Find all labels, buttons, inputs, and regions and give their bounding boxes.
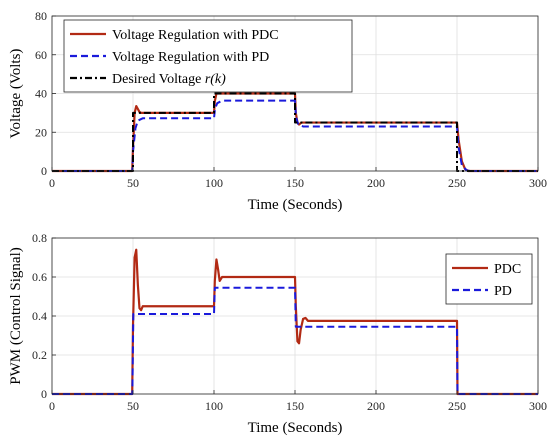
x-tick-label: 150 bbox=[286, 176, 304, 190]
pwm-y-axis-label: PWM (Control Signal) bbox=[8, 247, 24, 385]
x-tick-label: 150 bbox=[286, 399, 304, 413]
legend-label-desired: Desired Voltage r(k) bbox=[112, 72, 226, 87]
pwm-x-axis-label: Time (Seconds) bbox=[248, 420, 343, 436]
x-tick-label: 250 bbox=[448, 399, 466, 413]
pwm-legend-box bbox=[445, 253, 533, 305]
x-tick-label: 200 bbox=[367, 176, 385, 190]
x-tick-label: 100 bbox=[205, 399, 223, 413]
x-tick-label: 50 bbox=[127, 176, 139, 190]
x-tick-label: 200 bbox=[367, 399, 385, 413]
x-tick-label: 250 bbox=[448, 176, 466, 190]
legend-label-desired-symbol: r(k) bbox=[205, 72, 226, 87]
x-tick-label: 50 bbox=[127, 399, 139, 413]
voltage-y-axis-label: Voltage (Volts) bbox=[8, 49, 24, 139]
voltage-legend: Voltage Regulation with PDC Voltage Regu… bbox=[63, 19, 353, 93]
y-tick-label: 20 bbox=[35, 125, 47, 139]
y-tick-label: 60 bbox=[35, 48, 47, 62]
x-tick-label: 0 bbox=[49, 399, 55, 413]
legend-label-pd: Voltage Regulation with PD bbox=[112, 50, 269, 65]
y-tick-label: 0 bbox=[41, 164, 47, 178]
x-tick-label: 0 bbox=[49, 176, 55, 190]
x-tick-label: 300 bbox=[529, 399, 547, 413]
x-tick-label: 300 bbox=[529, 176, 547, 190]
legend-label-desired-text: Desired Voltage bbox=[112, 72, 205, 87]
pwm-series-group bbox=[52, 248, 538, 396]
voltage-legend-box bbox=[63, 19, 353, 93]
series-line-voltage-regulation-with-pd bbox=[52, 99, 538, 172]
series-line-pdc bbox=[52, 248, 538, 396]
y-tick-label: 0.2 bbox=[32, 348, 47, 362]
y-tick-label: 0 bbox=[41, 387, 47, 401]
pwm-tick-labels: 0 50 100 150 200 250 300 0 0.2 0.4 0.6 0.8 bbox=[32, 231, 547, 413]
pwm-chart-panel: 0 50 100 150 200 250 300 0 0.2 0.4 0.6 0.8 Time (Se… bbox=[8, 231, 547, 436]
y-tick-label: 0.4 bbox=[32, 309, 47, 323]
legend-label-pdc: Voltage Regulation with PDC bbox=[112, 28, 279, 43]
voltage-series-group bbox=[52, 92, 538, 173]
y-tick-label: 0.6 bbox=[32, 270, 47, 284]
legend-label-pd: PD bbox=[494, 284, 512, 299]
x-tick-label: 100 bbox=[205, 176, 223, 190]
legend-label-pdc: PDC bbox=[494, 262, 521, 277]
voltage-tick-labels: 0 50 100 150 200 250 300 0 20 40 60 80 bbox=[35, 9, 547, 190]
pwm-legend: PDC PD bbox=[445, 253, 533, 305]
y-tick-label: 80 bbox=[35, 9, 47, 23]
voltage-x-axis-label: Time (Seconds) bbox=[248, 197, 343, 213]
y-tick-label: 0.8 bbox=[32, 231, 47, 245]
series-line-desired-voltage-r-k bbox=[52, 92, 538, 172]
voltage-chart-panel: 0 50 100 150 200 250 300 0 20 40 60 80 Time (Second… bbox=[8, 9, 547, 213]
y-tick-label: 40 bbox=[35, 87, 47, 101]
